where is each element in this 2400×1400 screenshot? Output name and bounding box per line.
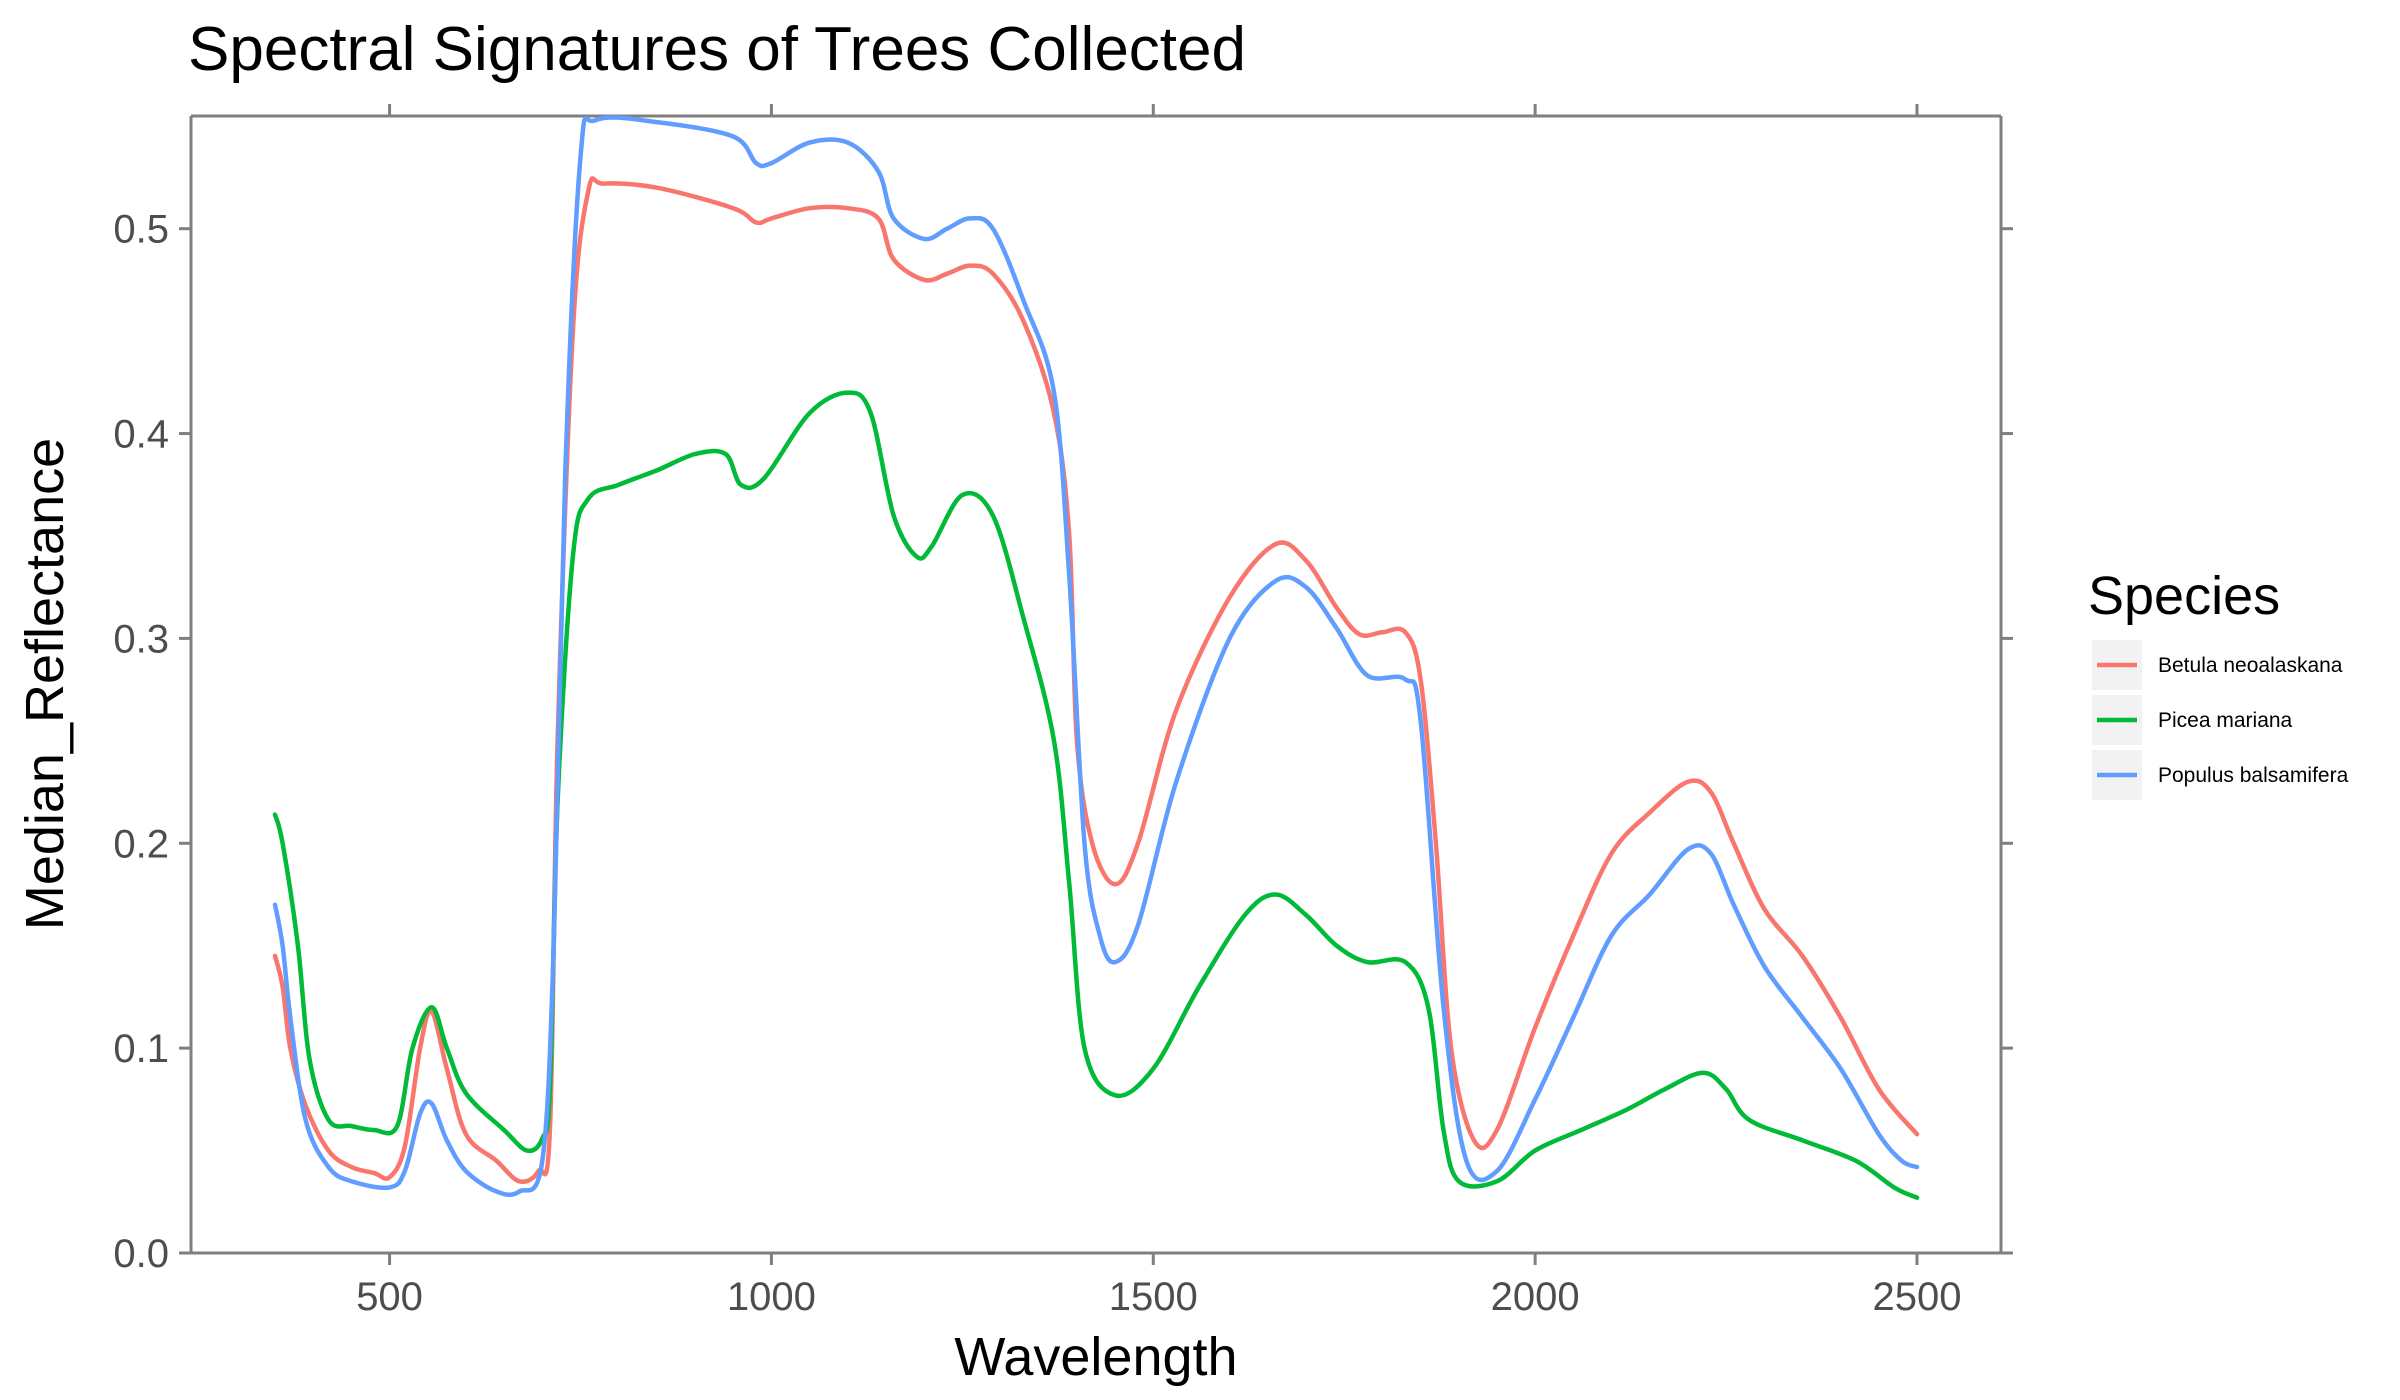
x-tick-label: 500 [356,1275,423,1319]
y-tick-label: 0.4 [113,413,169,457]
y-tick-label: 0.1 [113,1027,169,1071]
x-tick-label: 1500 [1109,1275,1198,1319]
series-lines [272,115,1920,1200]
series-line-picea-mariana [272,390,1920,1200]
y-tick-label: 0.2 [113,822,169,866]
series-line-populus-balsamifera [272,115,1920,1198]
y-tick-label: 0.5 [113,208,169,252]
legend-items: Betula neoalaskana Picea mariana Populus b… [2092,640,2349,800]
y-axis-ticks: 0.0 0.1 0.2 0.3 0.4 0.5 [113,208,2013,1276]
series-line-betula-neoalaskana [272,176,1920,1184]
x-tick-label: 2000 [1491,1275,1580,1319]
legend-title: Species [2088,566,2280,626]
x-axis-title: Wavelength [954,1327,1237,1387]
y-tick-label: 0.3 [113,617,169,661]
x-tick-label: 2500 [1872,1275,1961,1319]
legend-label: Populus balsamifera [2158,764,2349,787]
y-axis-title: Median_Reflectance [15,438,75,930]
legend-label: Betula neoalaskana [2158,654,2343,677]
legend-label: Picea mariana [2158,709,2293,732]
x-tick-label: 1000 [727,1275,816,1319]
y-tick-label: 0.0 [113,1232,169,1276]
plot-panel: 0.0 0.1 0.2 0.3 0.4 0.5 500 1000 1500 2000 2500 [113,104,2013,1319]
legend: Species Betula neoalaskana Picea mariana P… [2088,566,2349,800]
x-axis-ticks: 500 1000 1500 2000 2500 [356,104,1961,1319]
chart-title: Spectral Signatures of Trees Collected [188,15,1246,84]
